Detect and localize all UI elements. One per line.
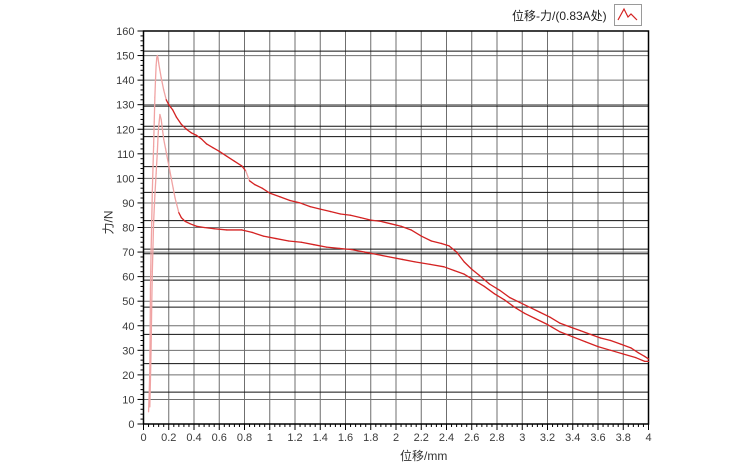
x-tick-labels: 0 0.2 0.4 0.6 0.8 1 1.2 1.4 1.6 1.8 2 2.2 2.4 2.6 2.8 3… [140, 432, 651, 444]
svg-text:150: 150 [116, 51, 134, 63]
svg-text:90: 90 [122, 198, 134, 210]
y-tick-labels: 0 10 20 30 40 50 60 70 80 90 100 110 120 130 140 150 160 [116, 26, 134, 431]
svg-text:80: 80 [122, 223, 134, 235]
svg-text:70: 70 [122, 247, 134, 259]
svg-text:0.2: 0.2 [161, 432, 176, 444]
svg-text:60: 60 [122, 272, 134, 284]
x-axis-title: 位移/mm [400, 449, 448, 463]
svg-text:3.2: 3.2 [540, 432, 555, 444]
svg-text:4: 4 [645, 432, 651, 444]
svg-text:130: 130 [116, 100, 134, 112]
extra-grid-lines [143, 50, 649, 393]
svg-text:120: 120 [116, 124, 134, 136]
svg-text:160: 160 [116, 26, 134, 38]
svg-text:0.4: 0.4 [186, 432, 201, 444]
legend-series-button[interactable] [613, 4, 642, 26]
svg-text:140: 140 [116, 75, 134, 87]
svg-text:0: 0 [140, 432, 146, 444]
legend: 位移-力/(0.83A处) [512, 2, 642, 28]
svg-text:40: 40 [122, 321, 134, 333]
svg-text:20: 20 [122, 370, 134, 382]
svg-text:1.2: 1.2 [287, 432, 302, 444]
svg-text:2.4: 2.4 [439, 432, 454, 444]
svg-text:3.4: 3.4 [565, 432, 580, 444]
svg-text:1.6: 1.6 [338, 432, 353, 444]
grid-lines [143, 31, 649, 424]
svg-text:0.8: 0.8 [237, 432, 252, 444]
svg-text:2.2: 2.2 [414, 432, 429, 444]
svg-text:50: 50 [122, 296, 134, 308]
peak-line-icon [617, 7, 638, 21]
svg-text:110: 110 [117, 149, 135, 161]
svg-text:0: 0 [128, 419, 134, 431]
svg-text:1: 1 [267, 432, 273, 444]
y-axis-title: 力/N [101, 210, 116, 235]
svg-text:3: 3 [519, 432, 525, 444]
svg-text:30: 30 [122, 345, 134, 357]
axis-ticks [137, 30, 649, 430]
svg-text:10: 10 [122, 394, 134, 406]
svg-text:1.4: 1.4 [313, 432, 328, 444]
legend-label: 位移-力/(0.83A处) [512, 8, 607, 23]
svg-text:2.8: 2.8 [489, 432, 504, 444]
curve-series [147, 54, 650, 413]
svg-text:2: 2 [393, 432, 399, 444]
svg-text:1.8: 1.8 [363, 432, 378, 444]
svg-text:0.6: 0.6 [212, 432, 227, 444]
svg-text:100: 100 [116, 173, 134, 185]
svg-text:2.6: 2.6 [464, 432, 479, 444]
svg-text:3.8: 3.8 [616, 432, 631, 444]
svg-text:3.6: 3.6 [590, 432, 605, 444]
